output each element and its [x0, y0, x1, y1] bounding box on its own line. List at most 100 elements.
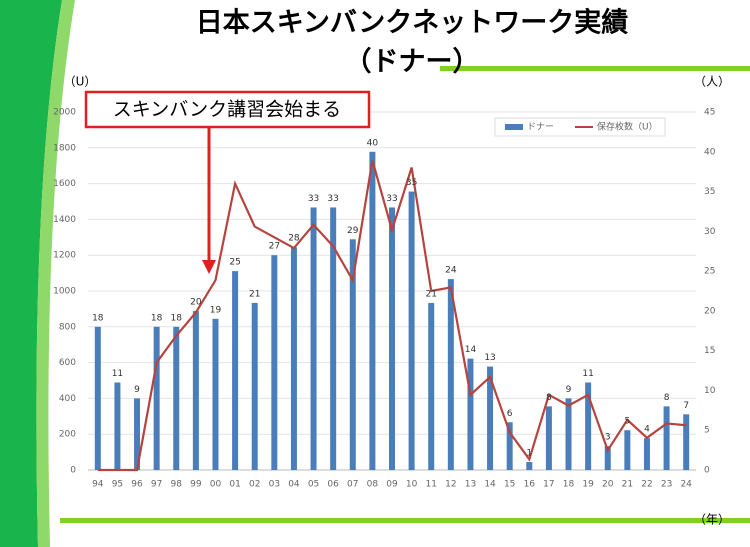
bar [526, 462, 533, 470]
bar [271, 255, 278, 470]
data-label: 4 [644, 425, 650, 435]
x-tick-label: 97 [151, 480, 162, 490]
data-label: 40 [367, 138, 379, 148]
y2-tick-label: 0 [704, 466, 710, 476]
bar [94, 326, 101, 470]
bar [643, 438, 650, 470]
x-tick-label: 00 [210, 480, 222, 490]
x-tick-label: 23 [661, 480, 672, 490]
x-tick-label: 02 [249, 480, 260, 490]
x-tick-label: 22 [641, 480, 652, 490]
data-label: 28 [288, 234, 300, 244]
legend-label: ドナー [527, 122, 554, 133]
x-tick-label: 24 [680, 480, 692, 490]
x-tick-label: 11 [425, 480, 436, 490]
y2-tick-label: 40 [704, 147, 716, 157]
chart-subtitle: （ドナー） [345, 47, 480, 78]
data-label: 6 [507, 409, 513, 419]
annotation: スキンバンク講習会始まる [113, 99, 341, 121]
annotation-box [84, 90, 371, 129]
x-tick-label: 04 [288, 480, 300, 490]
y2-axis-label: （人） [694, 75, 730, 89]
annotation-arrowhead [202, 260, 216, 274]
x-tick-label: 07 [347, 480, 358, 490]
data-label: 13 [484, 353, 495, 363]
y2-tick-label: 5 [704, 426, 710, 436]
x-tick-label: 08 [367, 480, 379, 490]
green-rule [440, 66, 750, 71]
bar [389, 207, 395, 470]
bar [604, 446, 611, 470]
legend-label: 保存枚数（U） [597, 121, 658, 133]
legend-swatch [505, 124, 523, 130]
bar [408, 191, 415, 471]
x-axis-label: （年） [694, 513, 730, 527]
bar [369, 151, 376, 470]
y-tick-label: 1000 [53, 287, 76, 297]
bar [545, 406, 552, 470]
data-label: 7 [683, 401, 689, 411]
data-label: 18 [171, 313, 183, 323]
y2-tick-label: 45 [704, 108, 715, 118]
data-label: 9 [566, 385, 572, 395]
bar [173, 326, 180, 470]
data-label: 8 [546, 393, 552, 403]
data-label: 1 [526, 449, 532, 459]
x-tick-label: 18 [563, 480, 575, 490]
data-label: 35 [406, 178, 417, 188]
y2-tick-label: 30 [704, 227, 716, 237]
data-label: 20 [190, 297, 202, 307]
x-tick-label: 01 [229, 480, 240, 490]
y-tick-label: 600 [59, 358, 76, 368]
x-tick-label: 14 [484, 480, 496, 490]
x-tick-label: 05 [308, 480, 319, 490]
data-label: 11 [582, 369, 593, 379]
x-tick-label: 15 [504, 480, 515, 490]
x-tick-label: 95 [112, 480, 123, 490]
green-decoration [36, 0, 75, 547]
data-label: 3 [605, 433, 611, 443]
data-label: 21 [425, 289, 436, 299]
bar [683, 414, 690, 470]
y-axis-label: （U） [64, 75, 97, 89]
x-tick-label: 03 [269, 480, 280, 490]
y-tick-label: 1200 [53, 251, 76, 261]
bar [192, 310, 199, 470]
bar [251, 302, 258, 470]
y2-tick-label: 35 [704, 187, 715, 197]
data-label: 33 [327, 194, 338, 204]
x-tick-label: 98 [171, 480, 183, 490]
x-tick-label: 19 [582, 480, 594, 490]
bar [232, 271, 239, 470]
y2-tick-label: 20 [704, 306, 716, 316]
data-label: 21 [249, 289, 260, 299]
data-label: 24 [445, 266, 457, 276]
data-label: 18 [92, 313, 104, 323]
y-tick-label: 1400 [53, 215, 76, 225]
y-tick-label: 0 [70, 466, 76, 476]
data-label: 19 [210, 305, 222, 315]
x-tick-label: 09 [386, 480, 398, 490]
y-tick-label: 2000 [53, 108, 76, 118]
bar [114, 382, 121, 470]
data-label: 33 [308, 194, 319, 204]
bar [447, 279, 454, 470]
bar [212, 318, 219, 470]
x-tick-label: 21 [622, 480, 633, 490]
chart-title: 日本スキンバンクネットワーク実績 [196, 7, 629, 39]
y-tick-label: 200 [59, 430, 76, 440]
bar [624, 430, 631, 470]
data-label: 25 [229, 258, 240, 268]
x-tick-label: 99 [190, 480, 202, 490]
x-tick-label: 10 [406, 480, 418, 490]
bar [310, 207, 317, 470]
bar [153, 326, 160, 470]
x-tick-label: 20 [602, 480, 614, 490]
y-tick-label: 1600 [53, 179, 76, 189]
data-label: 9 [134, 385, 140, 395]
data-label: 14 [465, 345, 477, 355]
x-tick-label: 96 [131, 480, 143, 490]
bar [134, 398, 141, 470]
data-label: 29 [347, 226, 359, 236]
